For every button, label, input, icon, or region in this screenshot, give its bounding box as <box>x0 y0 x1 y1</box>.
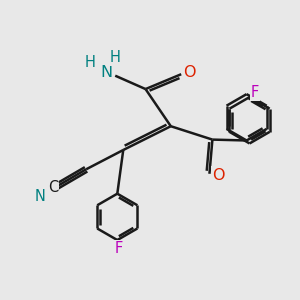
Text: F: F <box>115 241 123 256</box>
Text: H: H <box>85 55 96 70</box>
Text: F: F <box>251 85 259 100</box>
Text: N: N <box>34 189 46 204</box>
Text: O: O <box>183 65 196 80</box>
Text: H: H <box>110 50 121 65</box>
Text: C: C <box>48 180 58 195</box>
Text: O: O <box>212 168 225 183</box>
Text: N: N <box>101 65 113 80</box>
